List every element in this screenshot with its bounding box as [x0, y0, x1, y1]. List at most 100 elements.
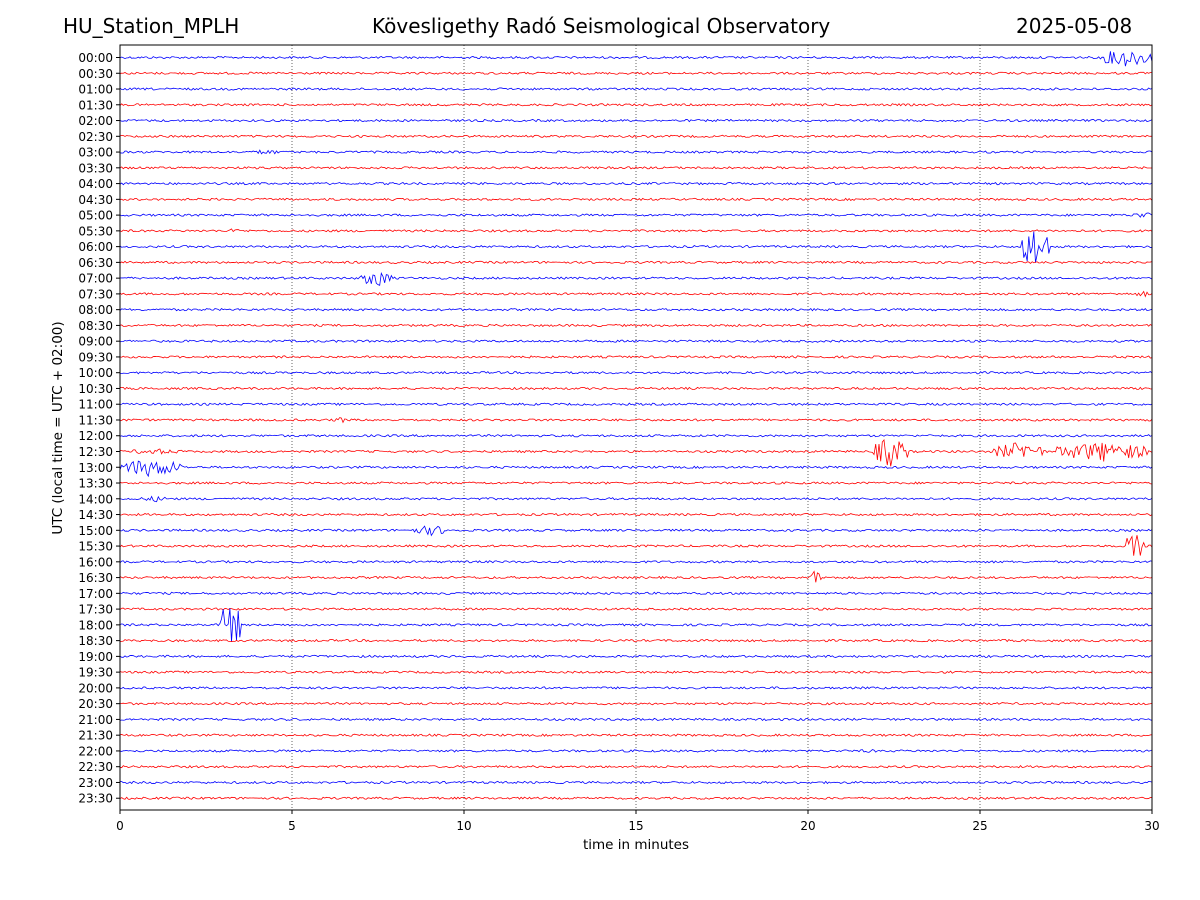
y-tick-label: 14:00 [78, 492, 113, 506]
trace-1130 [119, 417, 1153, 424]
trace-1700 [119, 591, 1153, 595]
y-tick-label: 07:30 [78, 287, 113, 301]
trace-1630 [119, 570, 1153, 583]
y-tick-label: 10:00 [78, 366, 113, 380]
y-tick-label: 01:00 [78, 83, 113, 97]
y-tick-label: 03:00 [78, 146, 113, 160]
trace-1330 [119, 481, 1153, 485]
y-tick-label: 06:30 [78, 256, 113, 270]
trace-1800 [119, 608, 1153, 642]
trace-1230 [119, 439, 1153, 467]
y-tick-label: 16:30 [78, 571, 113, 585]
trace-2030 [119, 702, 1153, 706]
trace-1030 [119, 386, 1153, 391]
trace-2330 [119, 796, 1153, 800]
trace-0200 [119, 118, 1153, 123]
trace-0300 [119, 149, 1153, 155]
x-tick-label: 5 [288, 819, 296, 833]
trace-0400 [119, 181, 1153, 186]
y-tick-label: 19:00 [78, 650, 113, 664]
trace-0600 [119, 231, 1153, 263]
x-tick-label: 25 [972, 819, 987, 833]
y-tick-label: 21:30 [78, 729, 113, 743]
y-tick-label: 19:30 [78, 666, 113, 680]
trace-0530 [119, 228, 1153, 233]
y-tick-label: 22:00 [78, 744, 113, 758]
y-tick-label: 20:00 [78, 681, 113, 695]
trace-1300 [119, 460, 1153, 478]
chart-date: 2025-05-08 [1016, 14, 1133, 38]
y-tick-label: 18:00 [78, 618, 113, 632]
y-tick-label: 17:30 [78, 603, 113, 617]
trace-1730 [119, 607, 1153, 611]
trace-1530 [119, 535, 1153, 556]
trace-1400 [119, 495, 1153, 503]
y-tick-label: 23:00 [78, 776, 113, 790]
y-tick-label: 04:00 [78, 177, 113, 191]
y-tick-label: 05:00 [78, 209, 113, 223]
y-tick-label: 18:30 [78, 634, 113, 648]
trace-0000 [119, 51, 1153, 67]
y-tick-label: 20:30 [78, 697, 113, 711]
trace-1100 [119, 402, 1153, 406]
y-tick-label: 15:00 [78, 524, 113, 538]
x-tick-label: 10 [456, 819, 471, 833]
trace-2300 [119, 780, 1153, 785]
trace-0930 [119, 355, 1153, 359]
y-tick-label: 21:00 [78, 713, 113, 727]
y-tick-label: 00:30 [78, 67, 113, 81]
y-tick-label: 00:00 [78, 51, 113, 65]
y-tick-label: 13:00 [78, 461, 113, 475]
trace-lines [119, 51, 1153, 800]
y-tick-label: 13:30 [78, 477, 113, 491]
y-tick-label: 10:30 [78, 382, 113, 396]
y-tick-label: 17:00 [78, 587, 113, 601]
trace-1430 [119, 512, 1153, 517]
trace-2100 [119, 717, 1153, 722]
x-tick-label: 15 [628, 819, 643, 833]
y-tick-label: 08:30 [78, 319, 113, 333]
trace-1600 [119, 560, 1153, 564]
y-tick-label: 03:30 [78, 161, 113, 175]
trace-1830 [119, 638, 1153, 643]
x-tick-label: 30 [1144, 819, 1159, 833]
y-tick-label: 11:30 [78, 413, 113, 427]
y-tick-label: 08:00 [78, 303, 113, 317]
y-axis-label: UTC (local time = UTC + 02:00) [50, 321, 66, 535]
trace-0130 [119, 103, 1153, 107]
y-tick-label: 22:30 [78, 760, 113, 774]
y-tick-label: 05:30 [78, 224, 113, 238]
y-tick-label: 12:00 [78, 429, 113, 443]
y-tick-label: 23:30 [78, 792, 113, 806]
grid-lines [291, 45, 981, 810]
trace-0100 [119, 87, 1153, 91]
trace-0730 [119, 290, 1153, 298]
trace-1200 [119, 434, 1153, 438]
y-tick-label: 12:30 [78, 445, 113, 459]
trace-1900 [119, 654, 1153, 659]
x-tick-label: 0 [116, 819, 124, 833]
trace-0500 [119, 212, 1153, 218]
y-tick-label: 01:30 [78, 98, 113, 112]
x-tick-label: 20 [800, 819, 815, 833]
trace-0630 [119, 260, 1153, 265]
y-tick-label: 15:30 [78, 540, 113, 554]
trace-0700 [119, 272, 1153, 286]
chart-title: Kövesligethy Radó Seismological Observat… [372, 14, 831, 38]
trace-2130 [119, 733, 1153, 737]
trace-0830 [119, 323, 1153, 328]
y-tick-label: 06:00 [78, 240, 113, 254]
trace-1500 [119, 525, 1153, 537]
trace-0330 [119, 166, 1152, 170]
trace-2000 [119, 686, 1153, 690]
trace-0800 [119, 307, 1153, 312]
trace-2230 [119, 764, 1153, 769]
x-axis-label: time in minutes [582, 837, 690, 853]
trace-0230 [119, 134, 1153, 138]
x-axis-ticks: 0 5 10 15 20 25 30 [116, 810, 1160, 833]
y-tick-label: 04:30 [78, 193, 113, 207]
y-tick-label: 02:30 [78, 130, 113, 144]
